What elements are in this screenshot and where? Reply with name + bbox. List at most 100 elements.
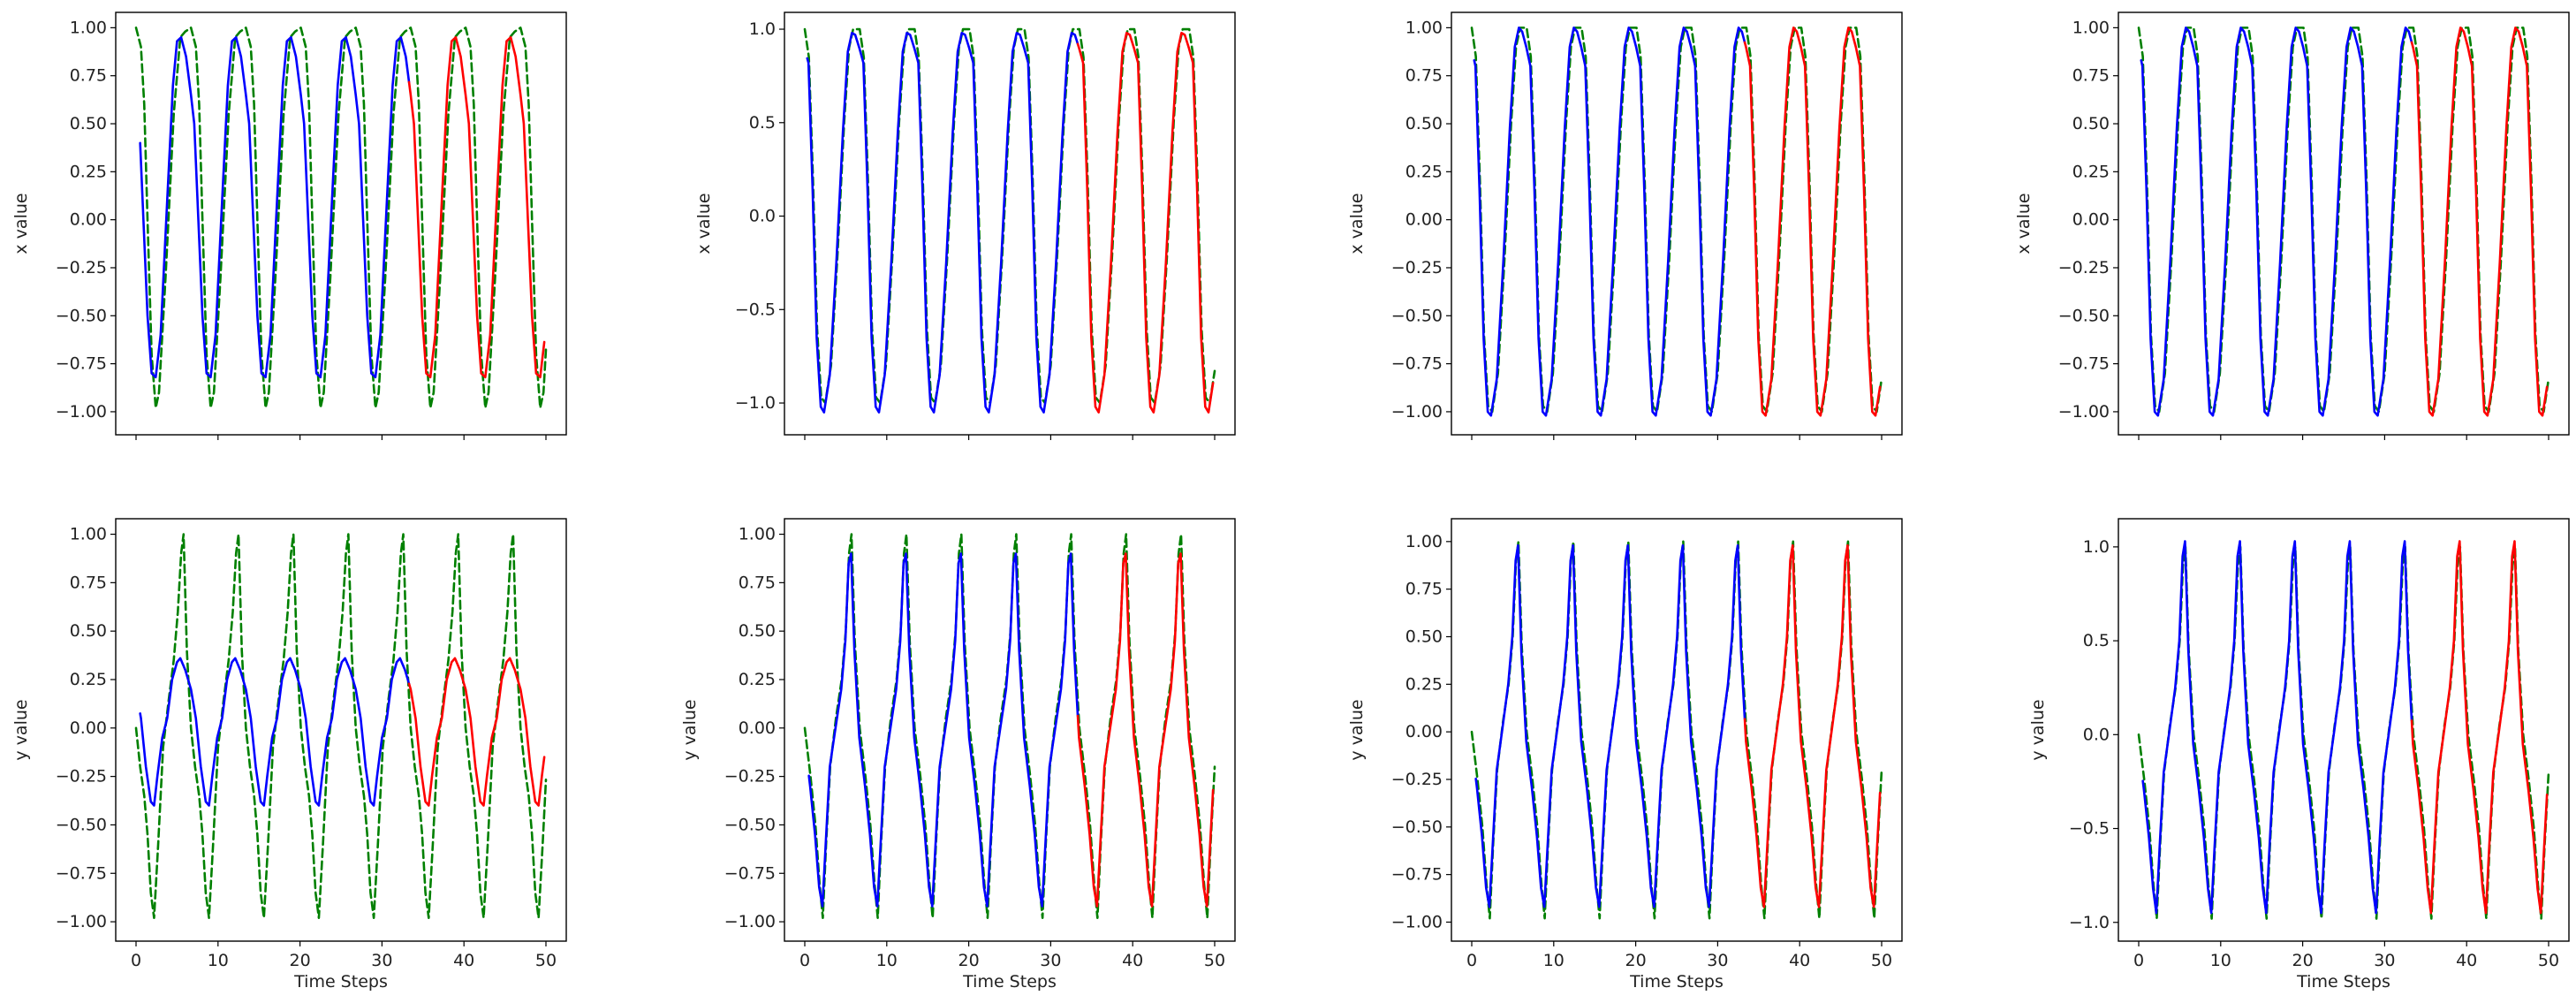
axes-frame — [1451, 11, 1903, 436]
y-tick-label: 0.0 — [2083, 725, 2110, 744]
x-tick-label: 10 — [2210, 951, 2231, 970]
subplot-y-1: 1.00 0.75 0.50 0.25 0.00 −0.25 −0.50 −0.75 −1.00… — [11, 518, 567, 992]
y-tick-label: 0.0 — [749, 207, 776, 226]
y-axis-label: y value — [2028, 699, 2048, 760]
x-tick-label: 10 — [1543, 951, 1565, 970]
y-tick-label: −0.25 — [2058, 258, 2110, 277]
y-tick-label: −0.50 — [724, 815, 776, 834]
y-axis-label: x value — [1347, 193, 1367, 254]
ground-truth-line — [134, 27, 548, 409]
x-axis-label: Time Steps — [962, 972, 1057, 992]
plot-curves — [1470, 540, 1883, 920]
y-tick-label: −0.25 — [1391, 770, 1443, 789]
ground-truth-line — [2137, 545, 2550, 920]
y-tick-label: −0.25 — [1391, 258, 1443, 277]
y-tick-label: −0.50 — [1391, 817, 1443, 837]
x-tick-label: 30 — [2374, 951, 2395, 970]
y-tick-label: 1.0 — [2083, 537, 2110, 557]
model-prediction-line — [2410, 540, 2549, 915]
axes-frame — [1451, 518, 1903, 942]
y-tick-label: 0.75 — [1405, 66, 1443, 86]
y-tick-label: 0.5 — [749, 113, 776, 133]
y-tick-label: 0.75 — [2072, 66, 2110, 86]
model-fit-line — [807, 552, 1080, 908]
y-tick-label: −0.25 — [56, 258, 107, 277]
x-tick-label: 40 — [2456, 951, 2477, 970]
y-tick-label: −0.75 — [56, 863, 107, 883]
y-tick-label: 1.00 — [1405, 532, 1443, 551]
subplot-x-2: 1.0 0.5 0.0 −0.5 −1.0 x value — [694, 11, 1236, 440]
y-tick-label: 1.00 — [70, 18, 107, 37]
plot-curves — [134, 533, 548, 919]
model-prediction-line — [1076, 31, 1215, 414]
model-prediction-line — [407, 35, 546, 379]
plot-curves — [2137, 27, 2550, 417]
ground-truth-line — [134, 533, 548, 919]
y-tick-label: 1.00 — [739, 525, 776, 544]
y-tick-label: −1.00 — [724, 912, 776, 931]
model-prediction-line — [1076, 552, 1215, 908]
model-fit-line — [1474, 543, 1746, 908]
y-axis-label: y value — [680, 699, 700, 760]
x-tick-label: 30 — [1707, 951, 1728, 970]
y-tick-label: −0.50 — [1391, 306, 1443, 325]
model-fit-line — [806, 31, 1080, 414]
x-tick-label: 0 — [1466, 951, 1477, 970]
y-tick-label: −0.50 — [56, 306, 107, 325]
x-axis-label: Time Steps — [2296, 972, 2390, 992]
y-tick-label: −1.00 — [2058, 402, 2110, 422]
y-tick-label: −0.25 — [56, 767, 107, 786]
plot-curves — [803, 27, 1216, 414]
x-tick-label: 20 — [1625, 951, 1647, 970]
y-tick-label: 0.50 — [70, 114, 107, 133]
y-tick-label: −1.00 — [1391, 402, 1443, 422]
x-tick-label: 0 — [131, 951, 141, 970]
x-tick-label: 40 — [453, 951, 474, 970]
y-tick-label: 0.50 — [2072, 114, 2110, 133]
x-tick-label: 30 — [1040, 951, 1061, 970]
model-fit-line — [2140, 27, 2413, 417]
y-tick-label: 0.00 — [70, 718, 107, 738]
y-axis-label: y value — [11, 699, 31, 760]
y-tick-label: 0.00 — [70, 210, 107, 230]
y-tick-label: 0.50 — [1405, 627, 1443, 646]
y-tick-label: −1.00 — [1391, 912, 1443, 931]
model-fit-line — [139, 657, 411, 807]
plot-curves — [134, 27, 548, 409]
model-fit-line — [2141, 540, 2413, 915]
y-tick-label: 0.25 — [1405, 162, 1443, 181]
ground-truth-line — [1470, 540, 1883, 920]
y-axis-label: x value — [11, 193, 31, 254]
model-fit-line — [139, 35, 411, 379]
y-tick-label: 1.00 — [70, 525, 107, 544]
x-tick-label: 30 — [371, 951, 392, 970]
subplot-y-2: 1.00 0.75 0.50 0.25 0.00 −0.25 −0.50 −0.75 −1.00… — [680, 518, 1236, 992]
model-prediction-line — [1743, 27, 1882, 417]
y-tick-label: −0.50 — [56, 815, 107, 834]
y-tick-label: −0.25 — [724, 767, 776, 786]
axes-frame — [115, 11, 567, 436]
model-prediction-line — [407, 657, 546, 807]
x-tick-label: 10 — [876, 951, 898, 970]
y-tick-label: 0.25 — [1405, 674, 1443, 694]
x-tick-label: 50 — [2538, 951, 2559, 970]
x-tick-label: 50 — [1204, 951, 1225, 970]
axes-frame — [784, 518, 1236, 942]
y-tick-label: −0.5 — [735, 300, 776, 319]
model-fit-line — [1473, 27, 1746, 417]
axes-frame — [784, 11, 1236, 436]
x-axis-label: Time Steps — [293, 972, 388, 992]
y-tick-label: −1.0 — [735, 393, 776, 413]
subplot-x-3: 1.00 0.75 0.50 0.25 0.00 −0.25 −0.50 −0.75 −1.00… — [1347, 11, 1903, 440]
y-tick-label: 0.50 — [1405, 114, 1443, 133]
x-tick-label: 10 — [208, 951, 229, 970]
ground-truth-line — [803, 533, 1216, 919]
y-tick-label: 0.25 — [70, 670, 107, 689]
y-tick-label: 0.50 — [70, 621, 107, 641]
y-tick-label: 0.75 — [739, 573, 776, 592]
y-tick-label: 0.00 — [739, 718, 776, 738]
y-tick-label: 0.75 — [70, 573, 107, 592]
subplot-y-4: 1.0 0.5 0.0 −0.5 −1.0 0 10 20 30 40 50 Time Steps y … — [2028, 518, 2570, 992]
y-axis-label: y value — [1347, 699, 1367, 760]
